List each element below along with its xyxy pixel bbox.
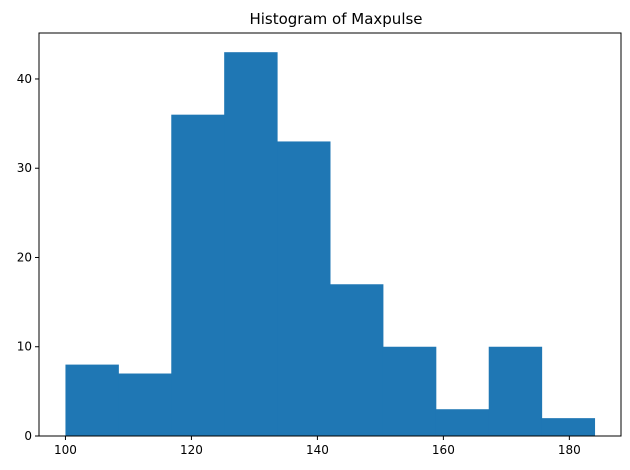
histogram-bar bbox=[330, 284, 384, 436]
histogram-bar bbox=[382, 346, 437, 436]
x-tick-label: 160 bbox=[432, 443, 455, 457]
histogram-bar bbox=[118, 373, 172, 436]
x-tick-label: 100 bbox=[54, 443, 77, 457]
histogram-bar bbox=[65, 364, 119, 436]
x-tick-label: 120 bbox=[180, 443, 203, 457]
histogram-bar bbox=[488, 346, 543, 436]
y-tick-label: 0 bbox=[24, 429, 32, 443]
histogram-bar bbox=[224, 52, 278, 436]
histogram-bar bbox=[435, 409, 490, 436]
x-tick-label: 180 bbox=[558, 443, 581, 457]
y-tick-label: 10 bbox=[17, 340, 32, 354]
y-tick-label: 40 bbox=[17, 72, 32, 86]
bars-group bbox=[65, 52, 596, 437]
histogram-bar bbox=[277, 141, 331, 437]
x-axis: 100 120 140 160 180 bbox=[54, 436, 581, 457]
histogram-bar bbox=[171, 114, 225, 437]
x-tick-label: 140 bbox=[306, 443, 329, 457]
y-axis: 0 10 20 30 40 bbox=[17, 72, 39, 443]
y-tick-label: 30 bbox=[17, 161, 32, 175]
plot-frame bbox=[38, 32, 622, 437]
histogram-bar bbox=[541, 418, 596, 436]
chart-title: Histogram of Maxpulse bbox=[249, 10, 422, 28]
y-tick-label: 20 bbox=[17, 250, 32, 264]
